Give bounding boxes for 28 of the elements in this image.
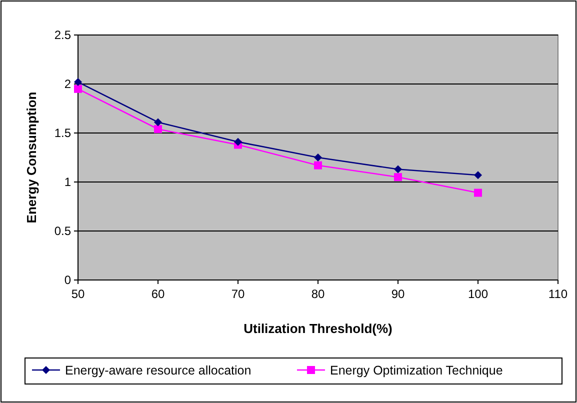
x-tick-label: 60 [151, 287, 165, 301]
point [474, 171, 482, 180]
x-tick-label: 110 [548, 287, 568, 301]
x-tick-label: 70 [231, 287, 245, 301]
point [154, 125, 162, 134]
point [74, 84, 82, 93]
y-tick-label: 0.5 [54, 224, 72, 238]
legend-label: Energy Optimization Technique [330, 363, 503, 378]
point [474, 188, 482, 197]
y-tick-label: 1 [64, 175, 72, 190]
x-tick-label: 50 [71, 287, 85, 301]
point [154, 118, 162, 126]
y-tick-label: 2.5 [54, 28, 72, 42]
y-axis-title: Energy Consumption [24, 92, 39, 224]
point [234, 138, 242, 146]
legend-label: Energy-aware resource allocation [65, 363, 252, 378]
x-tick-label: 80 [311, 287, 325, 301]
point [74, 78, 82, 86]
y-tick-label: 0 [64, 273, 72, 288]
point [394, 173, 402, 182]
x-tick-label: 90 [391, 287, 405, 301]
x-axis-title: Utilization Threshold(%) [244, 321, 392, 336]
y-tick-label: 1.5 [54, 126, 72, 140]
point [314, 161, 322, 170]
y-tick-label: 2 [64, 77, 72, 92]
point [394, 165, 402, 174]
x-tick-label: 100 [468, 287, 488, 301]
point [314, 154, 322, 162]
